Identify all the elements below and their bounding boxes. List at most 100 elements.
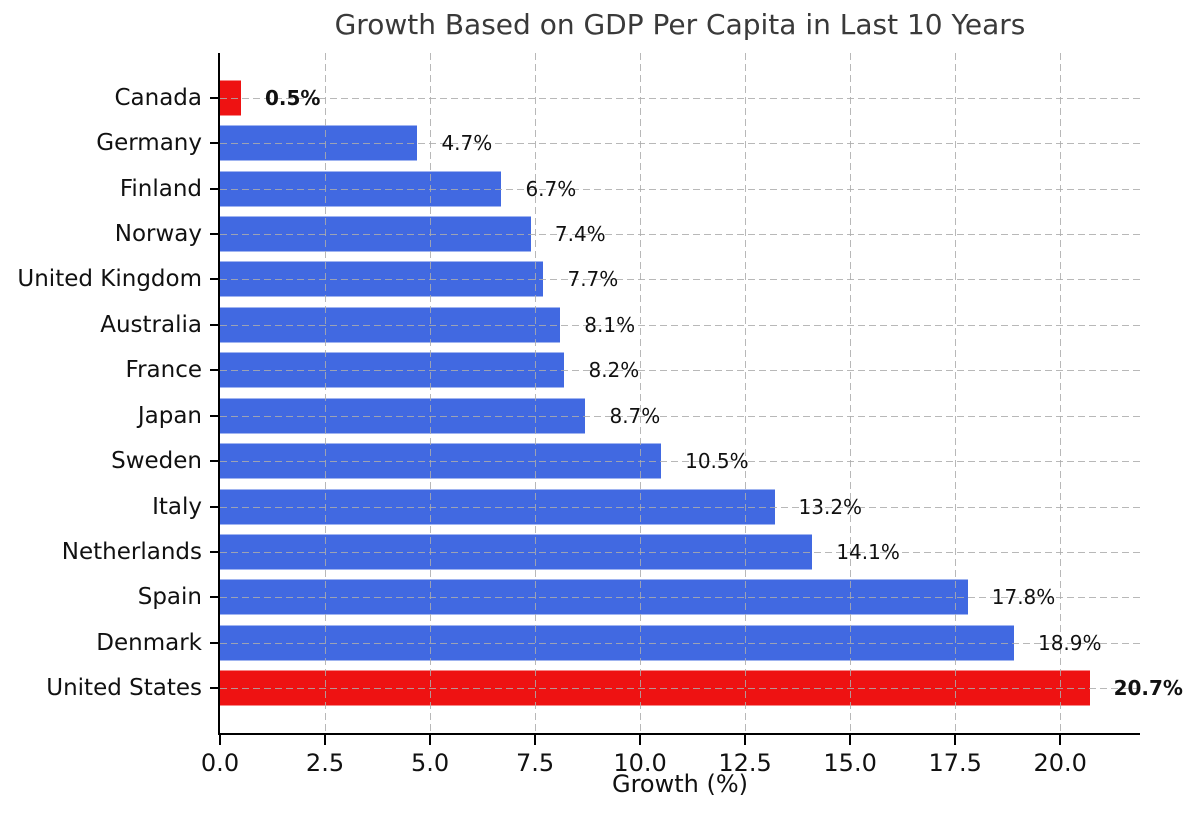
vertical-gridline — [850, 53, 852, 733]
value-label: 13.2% — [798, 494, 863, 519]
y-axis-tick — [210, 505, 218, 508]
x-axis-tick-label: 2.5 — [305, 749, 345, 777]
category-label: Germany — [96, 130, 202, 157]
horizontal-gridline — [220, 143, 1140, 145]
bar-row: Sweden 10.5% — [111, 438, 1140, 483]
x-axis-tick-label: 0.0 — [200, 749, 240, 777]
x-axis-tick — [534, 735, 537, 745]
category-label: Norway — [114, 220, 202, 247]
value-label: 8.7% — [609, 403, 661, 428]
vertical-gridline — [535, 53, 537, 733]
bar-row: Italy 13.2% — [152, 484, 1140, 529]
horizontal-gridline — [220, 551, 1140, 553]
horizontal-gridline — [220, 506, 1140, 508]
bar-row: Japan 8.7% — [138, 393, 1140, 438]
horizontal-gridline — [220, 415, 1140, 417]
vertical-gridline — [745, 53, 747, 733]
horizontal-gridline — [220, 324, 1140, 326]
value-label: 6.7% — [525, 176, 577, 201]
category-label: Canada — [114, 84, 202, 111]
value-label: 20.7% — [1113, 676, 1183, 701]
x-axis-tick — [954, 735, 957, 745]
y-axis-tick — [210, 369, 218, 372]
y-axis-tick — [210, 142, 218, 145]
y-axis-tick — [210, 687, 218, 690]
vertical-gridline — [1060, 53, 1062, 733]
x-axis-tick — [429, 735, 432, 745]
y-axis-tick — [210, 278, 218, 281]
value-label: 8.2% — [588, 358, 640, 383]
horizontal-gridline — [220, 597, 1140, 599]
bar-rows-container: Canada 0.5% Germany 4.7% Finland 6.7% Norway 7.… — [17, 53, 1183, 733]
x-axis-tick-label: 15.0 — [823, 749, 877, 777]
bar-row: Germany 4.7% — [96, 120, 1140, 165]
y-axis-tick — [210, 460, 218, 463]
chart-title: Growth Based on GDP Per Capita in Last 1… — [334, 8, 1026, 41]
bar-row: United Kingdom 7.7% — [17, 257, 1140, 302]
horizontal-gridline — [220, 97, 1140, 99]
x-axis-tick — [1059, 735, 1062, 745]
x-axis-tick-label: 7.5 — [515, 749, 555, 777]
x-axis-title: Growth (%) — [611, 770, 749, 798]
y-axis-tick — [210, 641, 218, 644]
vertical-gridline — [955, 53, 957, 733]
horizontal-gridline — [220, 461, 1140, 463]
x-axis-line — [218, 733, 1140, 735]
value-label: 4.7% — [441, 131, 493, 156]
value-label: 14.1% — [836, 539, 900, 564]
value-label: 10.5% — [685, 449, 749, 474]
x-axis-tick — [744, 735, 747, 745]
bar-row: Netherlands 14.1% — [62, 529, 1140, 574]
bar-row: Canada 0.5% — [114, 75, 1140, 120]
category-label: United Kingdom — [17, 266, 202, 293]
category-label: Denmark — [96, 629, 202, 656]
y-axis-tick — [210, 414, 218, 417]
value-label: 0.5% — [265, 85, 321, 110]
x-axis-tick — [324, 735, 327, 745]
y-axis-line — [218, 53, 220, 735]
bar-row: France 8.2% — [126, 348, 1140, 393]
y-axis-tick — [210, 232, 218, 235]
bar-row: Finland 6.7% — [120, 166, 1140, 211]
x-axis-tick-label: 20.0 — [1033, 749, 1087, 777]
y-axis-tick — [210, 323, 218, 326]
vertical-gridline — [430, 53, 432, 733]
horizontal-gridline — [220, 233, 1140, 235]
value-label: 17.8% — [991, 585, 1056, 610]
category-label: Sweden — [111, 448, 202, 475]
bar-row: Norway 7.4% — [115, 211, 1140, 256]
value-label: 7.4% — [554, 221, 606, 246]
category-label: Japan — [137, 402, 202, 429]
x-axis-tick-label: 10.0 — [613, 749, 667, 777]
plot-area: Canada 0.5% Germany 4.7% Finland 6.7% Norway 7.… — [17, 53, 1183, 777]
x-axis-tick — [219, 735, 221, 745]
value-label: 18.9% — [1037, 630, 1102, 655]
category-label: Netherlands — [61, 538, 202, 565]
horizontal-gridline — [220, 279, 1140, 281]
x-axis-tick-label: 5.0 — [410, 749, 450, 777]
bar-row: United States 20.7% — [46, 665, 1183, 710]
category-label: Finland — [119, 175, 202, 202]
y-axis-tick — [210, 596, 218, 599]
x-axis-tick — [849, 735, 852, 745]
category-label: United States — [46, 675, 202, 702]
category-label: France — [125, 357, 202, 384]
y-axis-tick — [210, 96, 218, 99]
x-axis-tick — [639, 735, 642, 745]
horizontal-gridline — [220, 688, 1140, 690]
value-label: 8.1% — [584, 312, 636, 337]
x-axis-tick-label: 12.5 — [718, 749, 772, 777]
vertical-gridline — [640, 53, 642, 733]
horizontal-gridline — [220, 370, 1140, 372]
horizontal-gridline — [220, 642, 1140, 644]
vertical-gridline — [325, 53, 327, 733]
horizontal-gridline — [220, 188, 1140, 190]
y-axis-tick — [210, 550, 218, 553]
bar-row: Spain 17.8% — [138, 575, 1140, 620]
value-label: 7.7% — [567, 267, 619, 292]
y-axis-tick — [210, 187, 218, 190]
category-label: Italy — [152, 493, 202, 520]
bar-row: Australia 8.1% — [100, 302, 1140, 347]
bar-row: Denmark 18.9% — [96, 620, 1140, 665]
